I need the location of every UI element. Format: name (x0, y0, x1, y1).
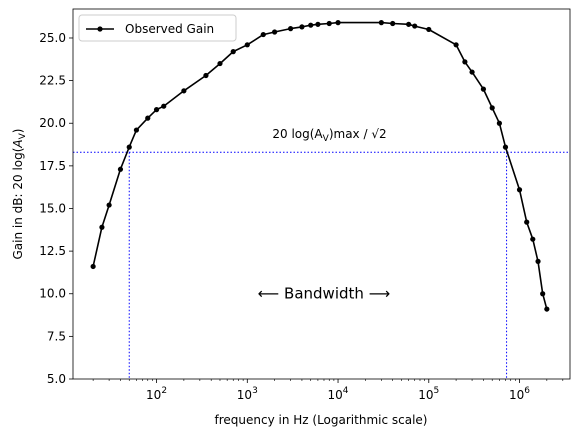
data-point (181, 88, 187, 94)
data-point (315, 21, 321, 27)
data-point (335, 20, 341, 26)
data-point (287, 26, 294, 32)
data-point (516, 187, 523, 193)
y-axis: 5.0 7.5 10.0 12.5 15.0 17.5 20.0 22.5 25.0 (39, 31, 73, 386)
y-tick-label: 15.0 (39, 201, 66, 215)
reference-lines (73, 151, 570, 379)
y-tick-label: 7.5 (47, 329, 66, 343)
data-point (161, 103, 167, 109)
x-axis: 102 103 104 105 106 (92, 379, 564, 402)
data-point (217, 60, 223, 67)
data-point (117, 166, 124, 172)
data-point (489, 105, 495, 111)
data-point (126, 144, 132, 150)
data-point (203, 72, 209, 79)
y-tick-label: 17.5 (39, 159, 66, 173)
data-point (480, 86, 487, 92)
data-point (90, 263, 96, 270)
data-point (540, 291, 546, 297)
data-point (106, 202, 112, 208)
data-point (153, 106, 160, 113)
data-point (272, 29, 278, 35)
data-point (390, 20, 396, 27)
data-point (230, 49, 236, 55)
plot-area (73, 9, 570, 379)
data-point (145, 115, 151, 121)
data-point (502, 144, 509, 150)
x-tick-label: 105 (418, 386, 439, 402)
legend: Observed Gain (78, 14, 237, 42)
data-point (462, 59, 468, 65)
data-point (530, 236, 536, 242)
plot-frame (72, 8, 571, 380)
bandwidth-annotation: ⟵ Bandwidth ⟶ (258, 285, 390, 303)
data-point (133, 127, 140, 133)
x-tick-label: 102 (146, 386, 167, 402)
legend-box (78, 14, 237, 42)
data-point (544, 306, 550, 312)
x-tick-label: 103 (237, 386, 258, 402)
y-tick-label: 5.0 (47, 372, 66, 386)
y-tick-label: 10.0 (39, 287, 66, 301)
y-tick-label: 12.5 (39, 244, 66, 258)
data-point (378, 20, 384, 26)
data-point (426, 26, 432, 33)
series-layer (90, 20, 550, 312)
y-tick-label: 25.0 (39, 31, 66, 45)
data-point (453, 42, 459, 48)
x-tick-label: 106 (509, 386, 530, 402)
data-point (299, 24, 305, 30)
data-point (99, 224, 105, 230)
data-point (535, 258, 541, 264)
data-point (496, 120, 502, 126)
y-axis-label: Gain in dB: 20 log(AV) (11, 128, 28, 259)
x-tick-label: 104 (328, 386, 349, 402)
data-point (469, 69, 475, 75)
data-point (308, 22, 314, 28)
x-axis-label: frequency in Hz (Logarithmic scale) (215, 413, 428, 427)
legend-entry: Observed Gain (125, 22, 214, 36)
legend-dot-marker (97, 26, 103, 32)
data-point (406, 21, 412, 27)
data-point (326, 20, 332, 27)
data-point (524, 219, 530, 225)
data-point (412, 23, 418, 29)
y-tick-label: 20.0 (39, 116, 66, 130)
data-point (260, 31, 266, 38)
cutoff-formula-annotation: 20 log(AV)max / √2 (272, 127, 386, 144)
y-tick-label: 22.5 (39, 74, 66, 88)
series-line (92, 21, 548, 310)
data-point (244, 42, 250, 48)
